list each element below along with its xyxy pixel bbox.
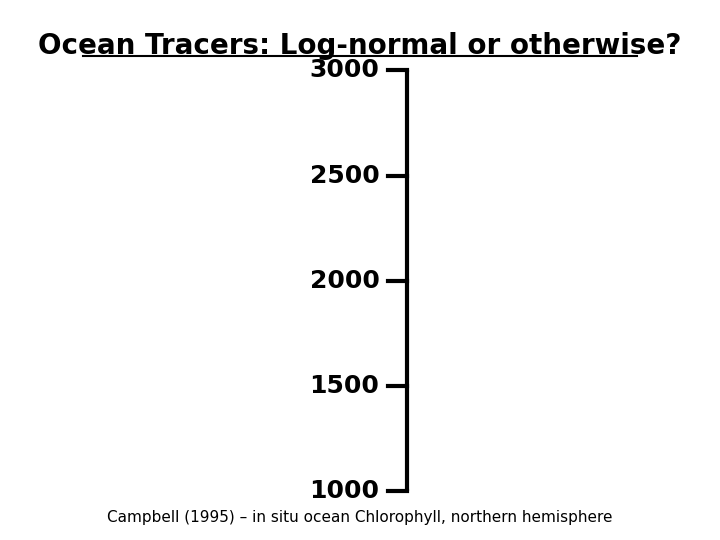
Text: 1500: 1500 xyxy=(310,374,379,398)
Text: 2000: 2000 xyxy=(310,269,379,293)
Text: Campbell (1995) – in situ ocean Chlorophyll, northern hemisphere: Campbell (1995) – in situ ocean Chloroph… xyxy=(107,510,613,525)
Text: 3000: 3000 xyxy=(310,58,379,82)
Text: 2500: 2500 xyxy=(310,164,379,187)
Text: 1000: 1000 xyxy=(310,480,379,503)
Text: Ocean Tracers: Log-normal or otherwise?: Ocean Tracers: Log-normal or otherwise? xyxy=(38,32,682,60)
